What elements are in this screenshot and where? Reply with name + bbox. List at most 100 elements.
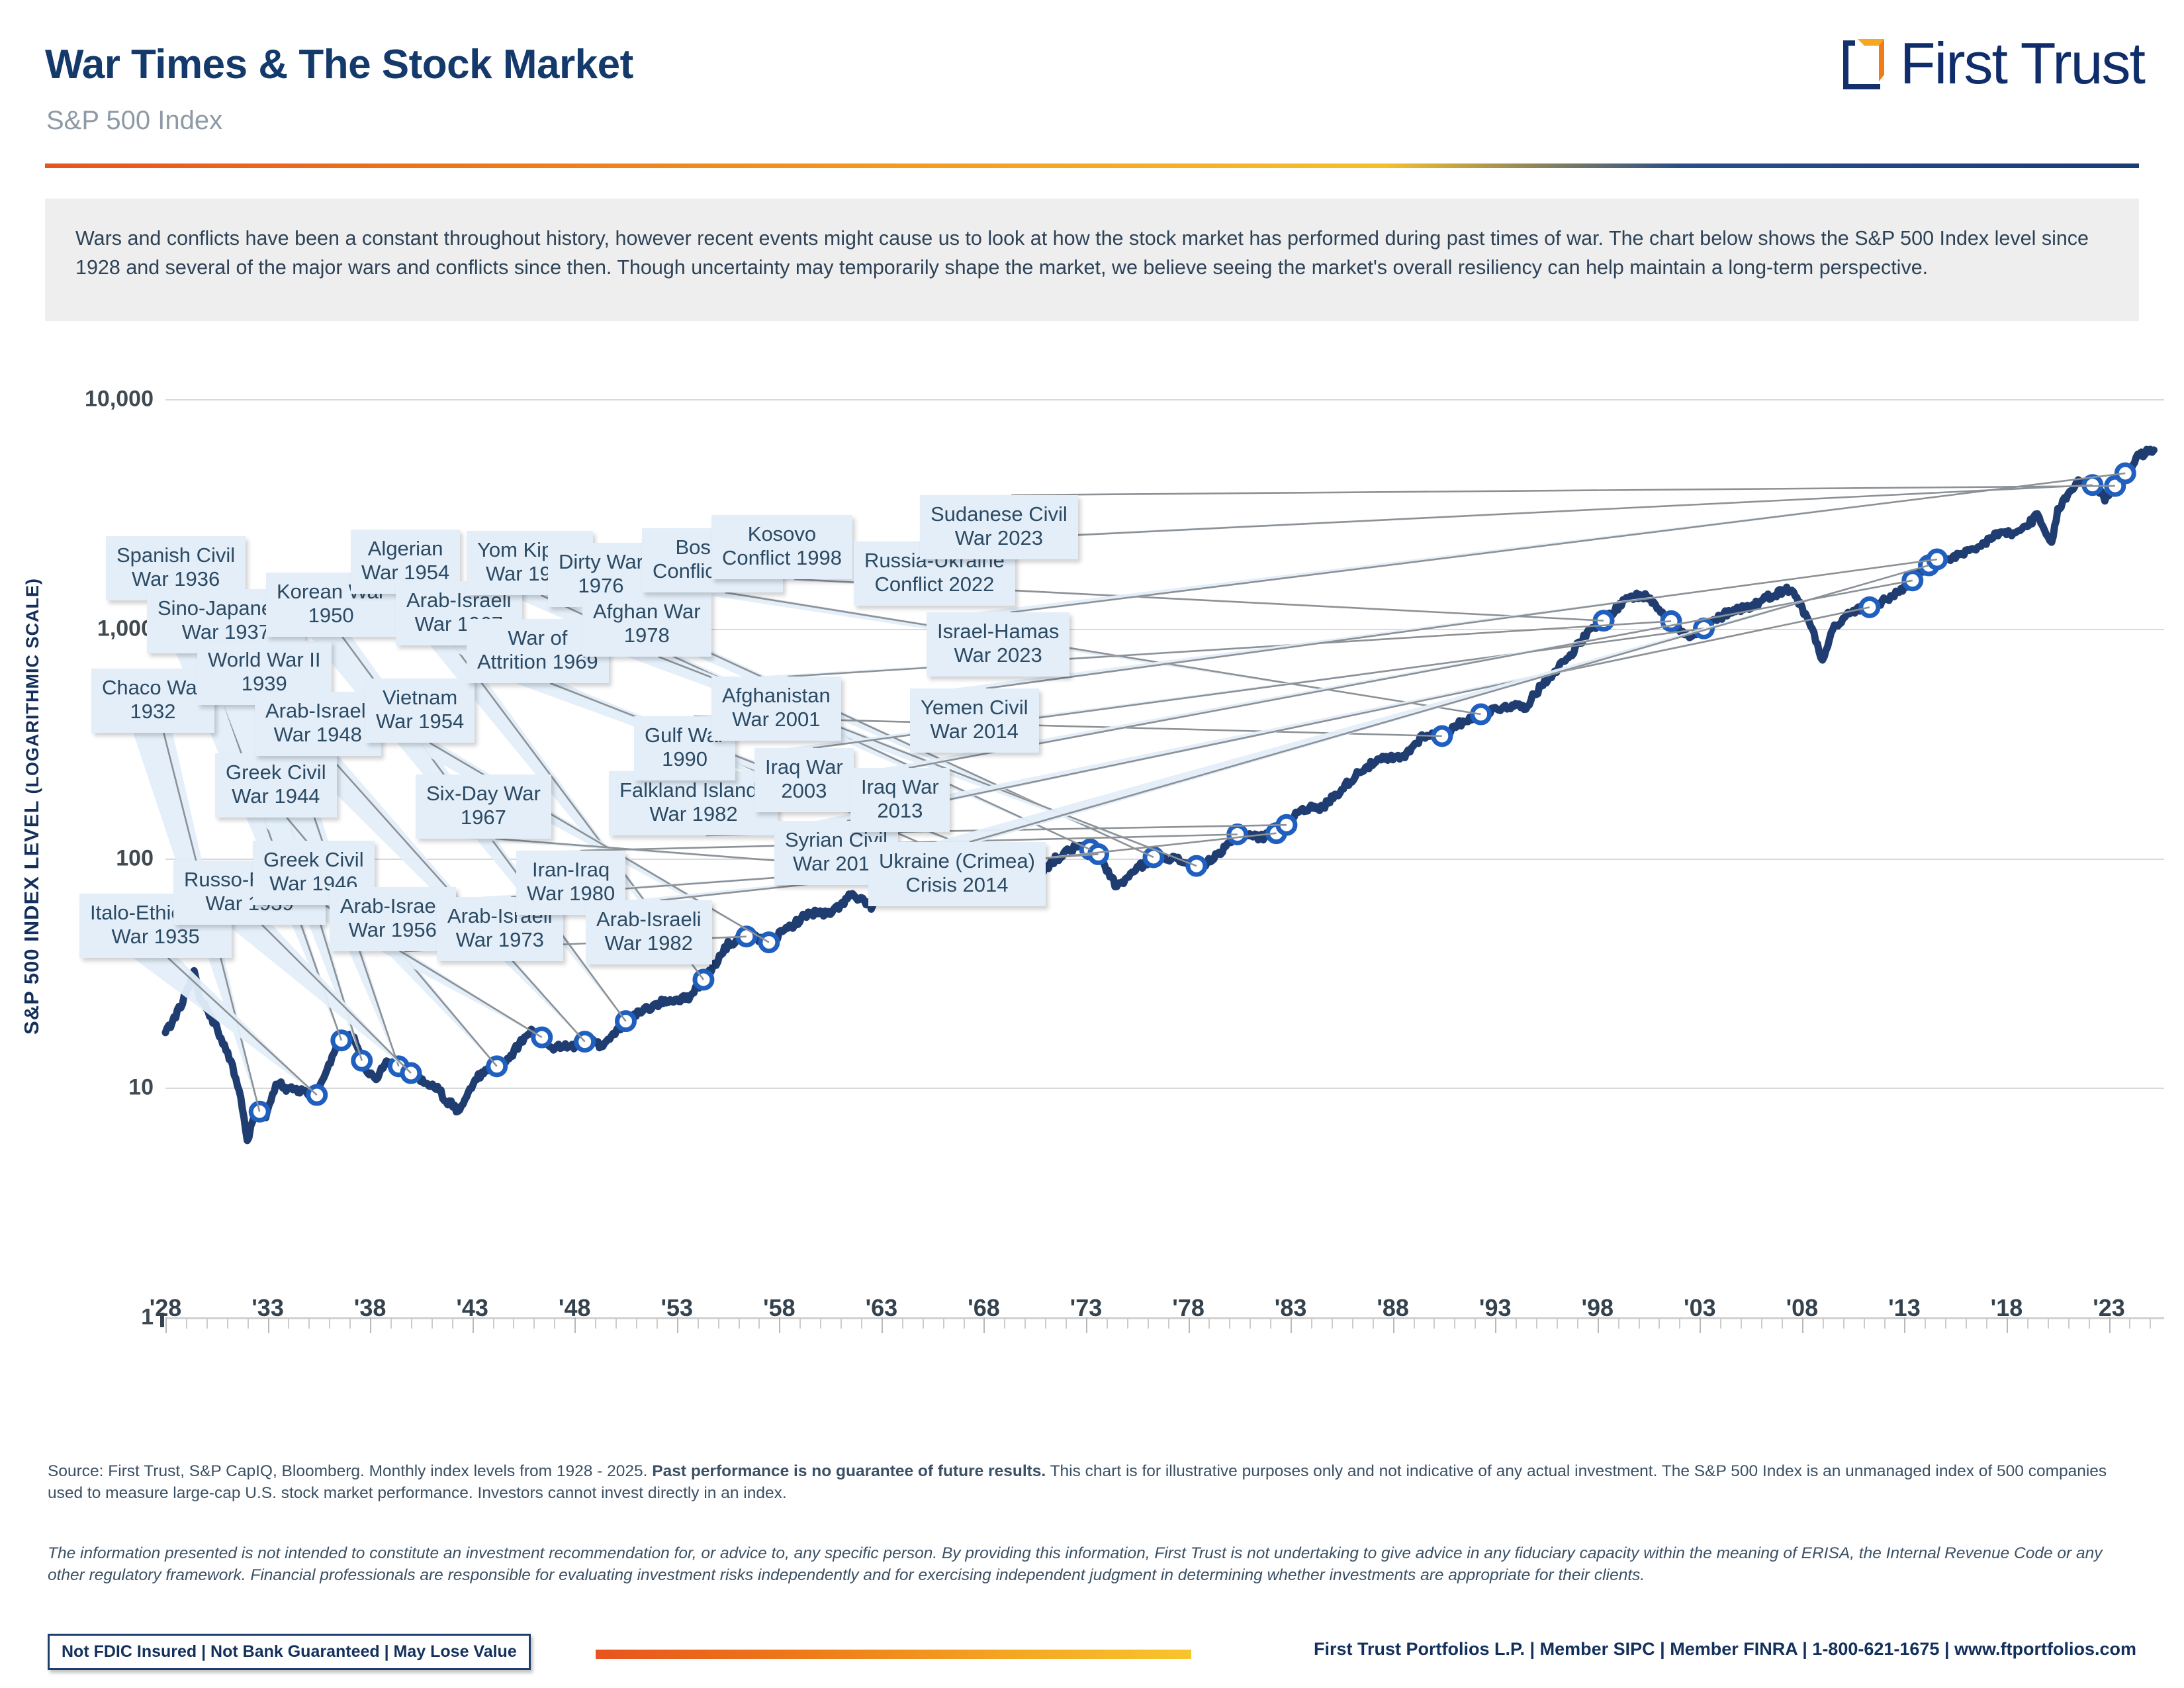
war-marker — [1660, 610, 1682, 632]
x-tick-mark — [1208, 1317, 1210, 1329]
source-lead: Source: First Trust, S&P CapIQ, Bloomber… — [48, 1462, 653, 1480]
x-tick-mark — [288, 1317, 290, 1329]
war-callout-line1: Greek Civil — [263, 848, 364, 871]
war-callout-line2: 1932 — [130, 700, 176, 724]
x-tick-mark — [881, 1317, 883, 1333]
x-tick-mark — [2109, 1317, 2111, 1333]
x-tick-mark — [2006, 1317, 2008, 1333]
x-tick-mark — [1250, 1317, 1251, 1329]
x-tick-mark — [1925, 1317, 1927, 1329]
war-callout-line2: 1990 — [662, 747, 708, 771]
x-tick-mark — [1311, 1317, 1312, 1329]
x-tick-mark — [1863, 1317, 1865, 1329]
war-callout-line2: War 2014 — [930, 720, 1019, 743]
war-callout-line2: War 2023 — [954, 526, 1044, 550]
x-tick-mark — [1986, 1317, 1988, 1329]
x-tick-label: '68 — [968, 1294, 1000, 1321]
war-callout-line1: Yemen Civil — [921, 696, 1028, 719]
x-tick-label: '73 — [1069, 1294, 1103, 1321]
x-tick-label: '08 — [1786, 1294, 1819, 1321]
war-marker — [330, 1029, 353, 1052]
x-tick-mark — [738, 1317, 740, 1329]
war-marker — [614, 1010, 637, 1033]
war-callout-line1: Afghanistan — [722, 684, 831, 707]
war-callout-line1: Iran-Iraq — [532, 858, 610, 881]
sp500-line-series — [161, 445, 2158, 1145]
x-tick-mark — [758, 1317, 760, 1329]
x-tick-mark — [492, 1317, 494, 1329]
war-callout-line1: Sudanese Civil — [931, 502, 1068, 526]
x-tick-label: '53 — [660, 1294, 694, 1321]
war-callout-line1: Afghan War — [593, 600, 701, 623]
x-tick-mark — [799, 1317, 801, 1329]
x-tick-mark — [247, 1317, 249, 1329]
x-tick-mark — [1085, 1317, 1087, 1333]
x-tick-mark — [860, 1317, 862, 1329]
war-callout-line2: War 1936 — [131, 567, 220, 591]
war-callout-line1: Six-Day War — [426, 782, 541, 805]
x-axis-line — [165, 1317, 2164, 1319]
x-tick-mark — [1188, 1317, 1190, 1333]
x-tick-mark — [1351, 1317, 1353, 1329]
war-callout-line2: War 1982 — [649, 802, 738, 826]
x-tick-mark — [1720, 1317, 1722, 1329]
x-tick-mark — [1597, 1317, 1599, 1333]
war-marker — [2114, 462, 2136, 485]
x-tick-mark — [2129, 1317, 2131, 1329]
war-marker — [1592, 610, 1615, 632]
war-marker — [2081, 474, 2104, 496]
x-tick-mark — [370, 1317, 372, 1333]
war-callout-line1: Arab-Israeli — [265, 699, 371, 722]
war-marker — [486, 1055, 508, 1078]
war-callout-line2: Conflict 2022 — [874, 573, 995, 596]
y-tick-label: 100 — [116, 845, 154, 870]
source-rest: This chart is for illustrative purposes … — [48, 1462, 2107, 1503]
x-tick-label: '63 — [865, 1294, 898, 1321]
page-title: War Times & The Stock Market — [45, 42, 633, 87]
war-callout-line2: 1950 — [308, 604, 354, 628]
war-marker — [574, 1031, 596, 1053]
x-tick-mark — [1904, 1317, 1906, 1333]
x-tick-mark — [1700, 1317, 1702, 1333]
x-tick-mark — [2150, 1317, 2152, 1329]
y-tick-label: 1 — [141, 1304, 154, 1330]
war-marker — [1470, 703, 1492, 726]
war-callout: Six-Day War 1967 — [416, 774, 551, 839]
x-tick-mark — [1167, 1317, 1169, 1329]
x-tick-mark — [841, 1317, 842, 1329]
x-tick-mark — [226, 1317, 228, 1329]
war-callout-line2: War 1935 — [111, 925, 200, 949]
x-tick-mark — [820, 1317, 822, 1329]
x-tick-mark — [635, 1317, 637, 1329]
war-callout-line2: War 1973 — [455, 928, 544, 952]
war-callout-line2: War 1944 — [232, 784, 320, 808]
x-tick-label: '13 — [1888, 1294, 1921, 1321]
x-tick-label: '93 — [1479, 1294, 1512, 1321]
fdic-disclosure: Not FDIC Insured | Not Bank Guaranteed |… — [48, 1634, 531, 1670]
x-tick-mark — [1495, 1317, 1497, 1333]
war-callout-line2: 1978 — [623, 624, 670, 647]
x-tick-mark — [1475, 1317, 1477, 1329]
y-tick-label: 10 — [128, 1074, 154, 1100]
x-tick-label: '18 — [1990, 1294, 2023, 1321]
x-tick-mark — [554, 1317, 556, 1329]
x-tick-mark — [1270, 1317, 1272, 1329]
x-tick-mark — [1291, 1317, 1293, 1333]
war-callout-line2: War 2001 — [732, 708, 821, 731]
war-callout-line1: Spanish Civil — [116, 543, 236, 567]
x-tick-mark — [410, 1317, 412, 1329]
x-tick-label: '98 — [1581, 1294, 1614, 1321]
x-tick-mark — [1516, 1317, 1518, 1329]
war-callout: Yemen Civil War 2014 — [910, 688, 1039, 753]
x-tick-mark — [1659, 1317, 1661, 1329]
war-callout: Kosovo Conflict 1998 — [711, 515, 852, 579]
x-tick-mark — [308, 1317, 310, 1329]
war-callout-line1: Kosovo — [747, 522, 817, 545]
footer-contact-info: First Trust Portfolios L.P. | Member SIP… — [1314, 1639, 2136, 1659]
x-tick-mark — [390, 1317, 392, 1329]
war-marker — [400, 1062, 422, 1084]
plot-area — [160, 399, 2164, 1333]
x-tick-mark — [472, 1317, 474, 1333]
x-tick-label: '33 — [251, 1294, 284, 1321]
